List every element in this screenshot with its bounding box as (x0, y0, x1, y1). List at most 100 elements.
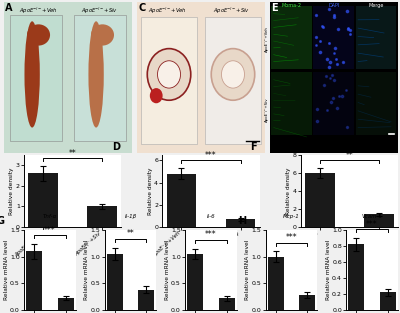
Text: E: E (271, 3, 278, 13)
FancyBboxPatch shape (271, 6, 312, 69)
Text: ***: *** (205, 230, 217, 239)
Bar (226, 219, 255, 227)
Text: ***: *** (286, 233, 297, 242)
Point (328, 100, 334, 105)
Text: ApoE⁻/⁻+Siv: ApoE⁻/⁻+Siv (265, 97, 269, 121)
Point (321, 83, 327, 88)
FancyBboxPatch shape (205, 17, 261, 144)
Text: ApoE⁻/⁻+Veh: ApoE⁻/⁻+Veh (265, 27, 269, 53)
Point (320, 25, 326, 30)
Bar (305, 173, 334, 227)
Text: Il-6: Il-6 (207, 214, 215, 219)
Point (345, 27, 352, 32)
Text: A: A (5, 3, 13, 13)
Point (326, 40, 332, 45)
Text: Vcam-1: Vcam-1 (362, 214, 382, 219)
FancyBboxPatch shape (356, 72, 396, 135)
Circle shape (211, 49, 255, 100)
Y-axis label: Relative density: Relative density (10, 167, 14, 215)
Point (331, 14, 337, 19)
FancyBboxPatch shape (141, 17, 197, 144)
Point (347, 32, 353, 37)
Point (327, 59, 333, 64)
Bar (268, 257, 284, 310)
Point (346, 27, 353, 32)
FancyBboxPatch shape (313, 72, 354, 135)
Bar (26, 251, 42, 310)
Text: ApoE$^{-/-}$+Siv: ApoE$^{-/-}$+Siv (213, 6, 250, 16)
Ellipse shape (88, 21, 104, 128)
Text: Mcp-1: Mcp-1 (283, 214, 300, 219)
Point (331, 13, 337, 18)
Text: **: ** (346, 151, 353, 160)
Text: C: C (138, 3, 146, 13)
Point (332, 46, 339, 51)
Ellipse shape (91, 24, 114, 46)
Point (335, 93, 342, 98)
Point (330, 95, 336, 100)
FancyBboxPatch shape (271, 72, 312, 135)
Y-axis label: Relative mRNA level: Relative mRNA level (4, 240, 9, 300)
Text: Il-1β: Il-1β (124, 214, 136, 219)
Point (333, 56, 340, 61)
Bar (187, 254, 203, 310)
Circle shape (158, 61, 180, 88)
Circle shape (222, 61, 244, 88)
Point (313, 34, 319, 39)
Y-axis label: Relative density: Relative density (148, 167, 153, 215)
Point (340, 59, 346, 64)
Point (334, 105, 340, 110)
Text: ***: *** (44, 226, 56, 235)
Point (344, 124, 350, 129)
Point (342, 87, 349, 92)
Y-axis label: Relative mRNA level: Relative mRNA level (84, 240, 89, 300)
Bar (299, 295, 315, 310)
Text: **: ** (69, 149, 76, 158)
Point (319, 23, 325, 28)
Circle shape (150, 88, 163, 103)
Point (345, 25, 351, 30)
FancyBboxPatch shape (313, 6, 354, 69)
Text: F: F (250, 142, 256, 152)
Text: H: H (238, 216, 247, 226)
Y-axis label: Relative density: Relative density (286, 167, 291, 215)
Text: D: D (112, 142, 120, 152)
Bar (58, 298, 74, 310)
Point (324, 56, 330, 61)
Point (313, 118, 320, 123)
Y-axis label: Relative mRNA level: Relative mRNA level (165, 240, 170, 300)
Point (344, 8, 350, 13)
FancyBboxPatch shape (356, 6, 396, 69)
Point (314, 106, 320, 111)
Point (334, 62, 340, 67)
Point (326, 65, 332, 70)
Point (326, 6, 332, 11)
Text: ***: *** (205, 151, 217, 160)
Text: Moma-2: Moma-2 (281, 3, 301, 8)
Text: DAPI: DAPI (328, 3, 340, 8)
Point (317, 49, 324, 54)
Ellipse shape (24, 21, 40, 128)
Point (317, 39, 324, 44)
Circle shape (147, 49, 191, 100)
Bar (380, 292, 396, 310)
Point (339, 93, 345, 98)
Text: ApoE$^{-/-}$+Veh: ApoE$^{-/-}$+Veh (148, 6, 187, 16)
Bar (88, 206, 117, 227)
Bar (138, 290, 154, 310)
Point (331, 77, 338, 82)
Y-axis label: Relative mRNA level: Relative mRNA level (245, 240, 250, 300)
Point (330, 50, 337, 55)
Bar (107, 254, 123, 310)
FancyBboxPatch shape (10, 15, 62, 141)
Point (327, 76, 334, 81)
Point (313, 13, 319, 18)
Bar (28, 173, 58, 227)
Bar (348, 244, 364, 310)
Point (328, 72, 335, 77)
Point (323, 74, 330, 79)
Bar (364, 214, 394, 227)
Y-axis label: Relative mRNA level: Relative mRNA level (326, 240, 331, 300)
Text: ApoE$^{-/-}$+Siv: ApoE$^{-/-}$+Siv (81, 6, 118, 16)
FancyBboxPatch shape (74, 15, 126, 141)
